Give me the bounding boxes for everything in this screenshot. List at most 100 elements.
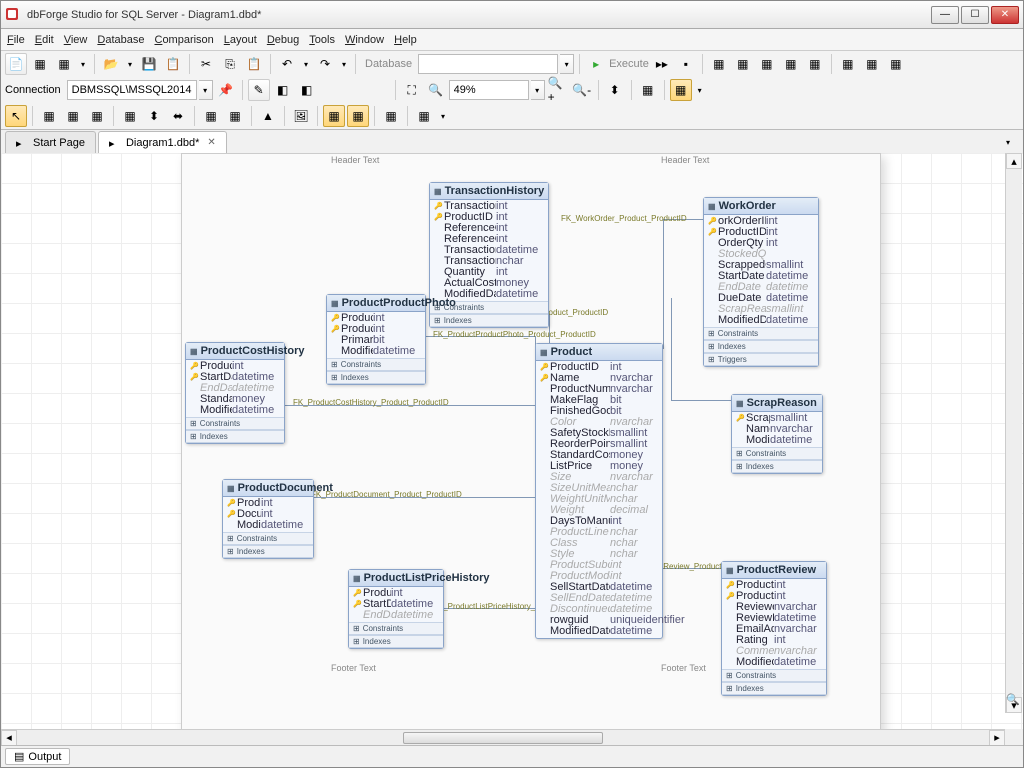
entity-section-indexes[interactable]: Indexes	[722, 682, 826, 695]
column-row[interactable]: SizeUnitMeasureCodenchar	[536, 483, 662, 494]
tb-btn-7[interactable]: ▦	[780, 53, 802, 75]
new-sql-button[interactable]: 📄	[5, 53, 27, 75]
column-row[interactable]: ModifiedDatedatetime	[223, 520, 313, 531]
column-row[interactable]: ProductNumbernvarchar	[536, 384, 662, 395]
column-row[interactable]: ModifiedDatedatetime	[186, 405, 284, 416]
conn-btn-2[interactable]: ◧	[296, 79, 318, 101]
column-row[interactable]: ReorderPointsmallint	[536, 439, 662, 450]
diag-btn-8[interactable]: ▦	[224, 105, 246, 127]
diag-btn-1[interactable]: ▦	[38, 105, 60, 127]
menu-tools[interactable]: Tools	[309, 34, 335, 46]
menu-window[interactable]: Window	[345, 34, 384, 46]
tb-btn-2[interactable]: ▦	[53, 53, 75, 75]
diagram-canvas[interactable]: Header Text Header Text Footer Text Foot…	[1, 153, 1023, 729]
diag-btn-4[interactable]: ▦	[119, 105, 141, 127]
diag-btn-9[interactable]: ▲	[257, 105, 279, 127]
tb-btn-8[interactable]: ▦	[804, 53, 826, 75]
layout-btn-3[interactable]: ▦	[670, 79, 692, 101]
diag-btn-7[interactable]: ▦	[200, 105, 222, 127]
entity-header[interactable]: Product	[536, 344, 662, 361]
zoom-out-button[interactable]: 🔍-	[571, 79, 593, 101]
tb-btn-4[interactable]: ▦	[708, 53, 730, 75]
entity-section-indexes[interactable]: Indexes	[732, 460, 822, 473]
entity-productdocument[interactable]: ProductDocumentProductIDintDocumentIDint…	[222, 479, 314, 559]
column-row[interactable]: EndDatedatetime	[349, 610, 443, 621]
entity-section-indexes[interactable]: Indexes	[430, 314, 548, 327]
layout-btn-1[interactable]: ⬍	[604, 79, 626, 101]
entity-section-constraints[interactable]: Constraints	[732, 447, 822, 460]
diag-btn-6[interactable]: ⬌	[167, 105, 189, 127]
entity-header[interactable]: ProductCostHistory	[186, 343, 284, 360]
save-button[interactable]: 💾	[138, 53, 160, 75]
horizontal-scrollbar[interactable]: ◂ ▸	[1, 729, 1005, 745]
save-all-button[interactable]: 📋	[162, 53, 184, 75]
entity-section-triggers[interactable]: Triggers	[704, 353, 818, 366]
column-row[interactable]: ProductIDint	[430, 212, 548, 223]
execute-label[interactable]: Execute	[609, 58, 649, 70]
column-row[interactable]: ProductLinenchar	[536, 527, 662, 538]
column-row[interactable]: Stylenchar	[536, 549, 662, 560]
copy-button[interactable]: ⎘	[219, 53, 241, 75]
menu-view[interactable]: View	[64, 34, 88, 46]
entity-productreview[interactable]: ProductReviewProductReviewIDintProductID…	[721, 561, 827, 696]
column-row[interactable]: OrderQtyint	[704, 238, 818, 249]
undo-button[interactable]: ↶	[276, 53, 298, 75]
column-row[interactable]: ModifiedDatedatetime	[722, 657, 826, 668]
entity-section-indexes[interactable]: Indexes	[327, 371, 425, 384]
vertical-scrollbar[interactable]: ▴ ▾	[1005, 153, 1021, 713]
redo-dd[interactable]: ▾	[338, 53, 350, 75]
entity-header[interactable]: ProductProductPhoto	[327, 295, 425, 312]
minimize-button[interactable]: —	[931, 6, 959, 24]
diag-btn-2[interactable]: ▦	[62, 105, 84, 127]
zoom-combo[interactable]	[449, 80, 529, 100]
column-row[interactable]: TransactionDatedatetime	[430, 245, 548, 256]
entity-header[interactable]: TransactionHistory	[430, 183, 548, 200]
diag-btn-12[interactable]: ▦	[347, 105, 369, 127]
entity-section-indexes[interactable]: Indexes	[223, 545, 313, 558]
diag-btn-11[interactable]: ▦	[323, 105, 345, 127]
menu-file[interactable]: File	[7, 34, 25, 46]
output-tab[interactable]: ▤ Output	[5, 748, 70, 765]
diag-dd[interactable]: ▾	[437, 105, 449, 127]
vscroll-up[interactable]: ▴	[1006, 153, 1022, 169]
zoom-dd[interactable]: ▾	[531, 80, 545, 100]
column-row[interactable]: ProductIDint	[704, 227, 818, 238]
column-row[interactable]: ProductSubcategoryIDint	[536, 560, 662, 571]
column-row[interactable]: ModifiedDatedatetime	[536, 626, 662, 637]
entity-section-constraints[interactable]: Constraints	[223, 532, 313, 545]
entity-section-indexes[interactable]: Indexes	[704, 340, 818, 353]
connection-combo[interactable]	[67, 80, 197, 100]
menu-edit[interactable]: Edit	[35, 34, 54, 46]
hscroll-right[interactable]: ▸	[989, 730, 1005, 746]
zoom-fit-button[interactable]: ⛶	[401, 79, 423, 101]
magnifier-icon[interactable]: 🔍	[1005, 691, 1021, 707]
entity-section-constraints[interactable]: Constraints	[722, 669, 826, 682]
tb-btn-11[interactable]: ▦	[885, 53, 907, 75]
connection-dd[interactable]: ▾	[199, 80, 213, 100]
tb-btn-9[interactable]: ▦	[837, 53, 859, 75]
column-row[interactable]: orkOrderIDint	[704, 216, 818, 227]
entity-productlistpricehistory[interactable]: ProductListPriceHistoryProductIDintStart…	[348, 569, 444, 649]
diag-btn-3[interactable]: ▦	[86, 105, 108, 127]
tb-btn-dd-2[interactable]: ▾	[124, 53, 136, 75]
layout-dd[interactable]: ▾	[694, 79, 706, 101]
layout-btn-2[interactable]: ▦	[637, 79, 659, 101]
tab-start-page[interactable]: ▸Start Page	[5, 131, 96, 153]
edit-conn-button[interactable]: ✎	[248, 79, 270, 101]
entity-productcosthistory[interactable]: ProductCostHistoryProductIDintStartDated…	[185, 342, 285, 444]
close-button[interactable]: ✕	[991, 6, 1019, 24]
paste-button[interactable]: 📋	[243, 53, 265, 75]
tb-btn-dd-1[interactable]: ▾	[77, 53, 89, 75]
tabs-menu-button[interactable]: ▾	[997, 131, 1019, 153]
open-button[interactable]: 📂	[100, 53, 122, 75]
tb-btn-10[interactable]: ▦	[861, 53, 883, 75]
column-row[interactable]: Weightdecimal	[536, 505, 662, 516]
column-row[interactable]: TransactionTypenchar	[430, 256, 548, 267]
zoom-btn-1[interactable]: 🔍	[425, 79, 447, 101]
column-row[interactable]: ModifiedDatedatetime	[704, 315, 818, 326]
menu-debug[interactable]: Debug	[267, 34, 299, 46]
hscroll-left[interactable]: ◂	[1, 730, 17, 746]
zoom-in-button[interactable]: 🔍+	[547, 79, 569, 101]
entity-header[interactable]: WorkOrder	[704, 198, 818, 215]
entity-section-constraints[interactable]: Constraints	[327, 358, 425, 371]
